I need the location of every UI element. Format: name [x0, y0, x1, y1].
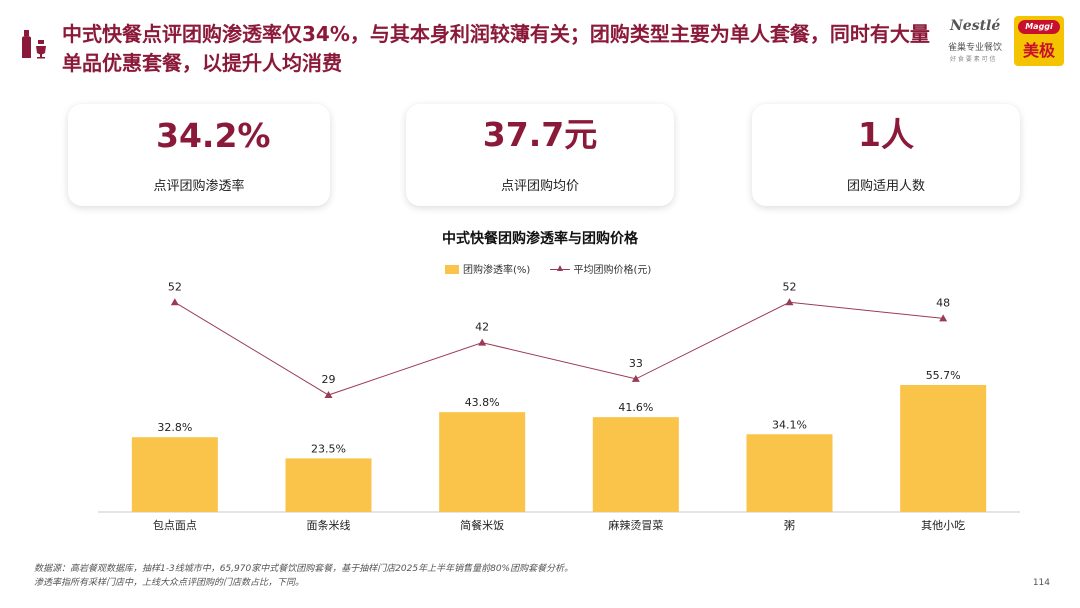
- legend-bar-swatch: [445, 265, 459, 274]
- price-label-1: 29: [322, 373, 336, 386]
- legend-bar-label: 团购渗透率(%): [463, 265, 531, 276]
- legend-line-swatch: [549, 265, 570, 274]
- chart-title: 中式快餐团购渗透率与团购价格: [442, 231, 638, 247]
- bar-label-2: 43.8%: [465, 396, 500, 409]
- page-number: 114: [1032, 578, 1050, 588]
- kpi-card-party-size: 1人 团购适用人数: [752, 104, 1020, 206]
- chart-legend: 团购渗透率(%) 平均团购价格(元): [445, 261, 651, 276]
- x-tick-label-0: 包点面点: [153, 519, 197, 532]
- footnote: 数据源：高岩餐观数据库，抽样1-3线城市中，65,970家中式餐饮团购套餐，基于…: [34, 562, 573, 590]
- maggi-chinese-name: 美极: [1022, 41, 1055, 60]
- maggi-logo: Maggi 美极: [1014, 16, 1064, 66]
- kpi-label: 团购适用人数: [846, 179, 925, 194]
- bar-label-5: 55.7%: [926, 369, 961, 382]
- bar-label-3: 41.6%: [618, 401, 653, 414]
- price-label-3: 33: [629, 357, 643, 370]
- nestle-subtitle: 雀巢专业餐饮: [948, 43, 1003, 53]
- bar-label-1: 23.5%: [311, 442, 346, 455]
- nestle-logo: Nestlé 雀巢专业餐饮 好 食 要 素 可 信: [946, 16, 1012, 68]
- price-point-3: [631, 374, 640, 382]
- x-tick-label-5: 其他小吃: [921, 519, 965, 532]
- x-tick-label-2: 简餐米饭: [460, 518, 504, 532]
- price-label-5: 48: [936, 296, 950, 309]
- x-tick-label-4: 粥: [784, 519, 795, 532]
- nestle-tagline: 好 食 要 素 可 信: [950, 56, 996, 63]
- kpi-label: 点评团购渗透率: [153, 179, 245, 194]
- price-label-4: 52: [783, 280, 797, 293]
- brand-logos: Nestlé 雀巢专业餐饮 好 食 要 素 可 信 Maggi 美极: [946, 16, 1064, 68]
- bar-2: [439, 412, 526, 512]
- price-line: [174, 301, 944, 396]
- kpi-label: 点评团购均价: [500, 179, 579, 194]
- x-tick-label-3: 麻辣烫冒菜: [608, 518, 663, 532]
- bar-4: [746, 434, 833, 512]
- bar-label-4: 34.1%: [772, 418, 807, 431]
- price-point-2: [478, 338, 487, 346]
- legend-line-label: 平均团购价格(元): [573, 265, 652, 276]
- penetration-price-chart: 32.8% 包点面点 23.5% 面条米线 43.8% 简餐米饭 41.6% 麻辣烫冒菜 34.…: [98, 280, 1020, 532]
- wine-bottle-icon: [22, 30, 46, 59]
- kpi-value: 37.7元: [482, 115, 598, 154]
- bar-3: [592, 417, 679, 512]
- price-label-2: 42: [475, 321, 489, 334]
- bar-0: [131, 437, 218, 512]
- nestle-brand-name: Nestlé: [950, 18, 1001, 34]
- bar-label-0: 32.8%: [157, 421, 192, 434]
- bar-1: [285, 458, 372, 512]
- kpi-value: 1人: [858, 115, 914, 154]
- price-point-0: [170, 298, 179, 306]
- price-label-0: 52: [168, 280, 182, 293]
- page-title: 中式快餐点评团购渗透率仅34%，与其本身利润较薄有关；团购类型主要为单人套餐，同…: [62, 22, 930, 75]
- price-point-1: [324, 391, 333, 399]
- price-point-5: [939, 314, 948, 322]
- price-point-4: [785, 298, 794, 306]
- bar-5: [900, 385, 987, 512]
- footnote-source: 数据源：高岩餐观数据库，抽样1-3线城市中，65,970家中式餐饮团购套餐，基于…: [34, 564, 574, 574]
- kpi-card-penetration: 34.2% 点评团购渗透率: [68, 104, 330, 206]
- x-tick-label-1: 面条米线: [307, 518, 351, 532]
- footnote-definition: 渗透率指所有采样门店中，上线大众点评团购的门店数占比，下同。: [34, 578, 305, 588]
- kpi-card-avg-price: 37.7元 点评团购均价: [406, 104, 674, 206]
- maggi-brand-name: Maggi: [1018, 20, 1060, 34]
